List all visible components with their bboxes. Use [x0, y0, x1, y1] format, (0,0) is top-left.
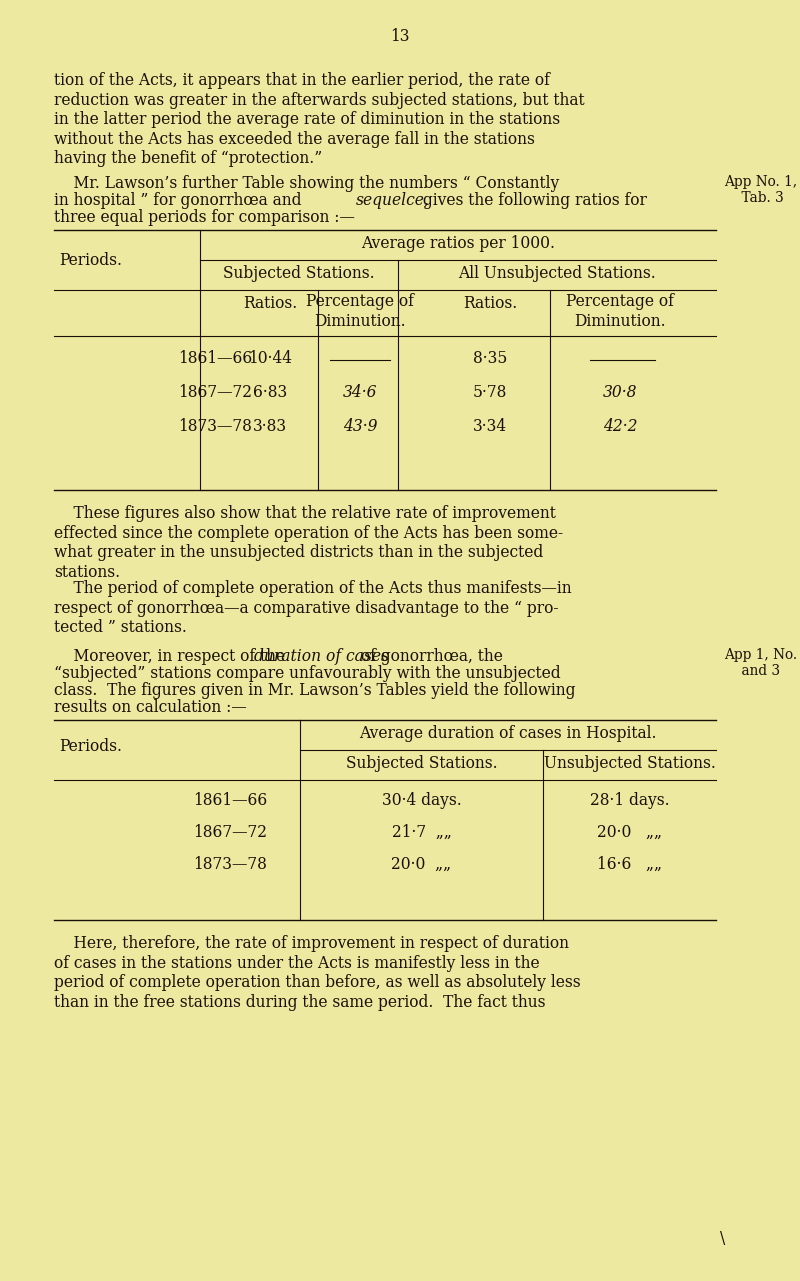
Text: 20·0  „„: 20·0 „„	[391, 856, 451, 872]
Text: Percentage of
Diminution.: Percentage of Diminution.	[566, 293, 674, 329]
Text: in hospital ” for gonorrhœa and: in hospital ” for gonorrhœa and	[54, 192, 306, 209]
Text: 16·6   „„: 16·6 „„	[597, 856, 662, 872]
Text: Average duration of cases in Hospital.: Average duration of cases in Hospital.	[359, 725, 657, 742]
Text: “subjected” stations compare unfavourably with the unsubjected: “subjected” stations compare unfavourabl…	[54, 665, 561, 681]
Text: 8·35: 8·35	[473, 350, 507, 366]
Text: These figures also show that the relative rate of improvement
effected since the: These figures also show that the relativ…	[54, 505, 563, 580]
Text: Unsubjected Stations.: Unsubjected Stations.	[543, 755, 715, 772]
Text: 10·44: 10·44	[248, 350, 292, 366]
Text: 1867—72: 1867—72	[193, 824, 267, 842]
Text: 1861—66: 1861—66	[193, 792, 267, 810]
Text: App No. 1,
    Tab. 3: App No. 1, Tab. 3	[724, 175, 797, 205]
Text: 30·8: 30·8	[602, 384, 638, 401]
Text: Here, therefore, the rate of improvement in respect of duration
of cases in the : Here, therefore, the rate of improvement…	[54, 935, 581, 1011]
Text: Periods.: Periods.	[59, 738, 122, 755]
Text: Subjected Stations.: Subjected Stations.	[346, 755, 498, 772]
Text: tion of the Acts, it appears that in the earlier period, the rate of
reduction w: tion of the Acts, it appears that in the…	[54, 72, 585, 168]
Text: sequelce,: sequelce,	[356, 192, 430, 209]
Text: Periods.: Periods.	[59, 252, 122, 269]
Text: All Unsubjected Stations.: All Unsubjected Stations.	[458, 265, 656, 282]
Text: 20·0   „„: 20·0 „„	[597, 824, 662, 842]
Text: three equal periods for comparison :—: three equal periods for comparison :—	[54, 209, 355, 225]
Text: class.  The figures given in Mr. Lawson’s Tables yield the following: class. The figures given in Mr. Lawson’s…	[54, 681, 575, 699]
Text: \: \	[720, 1230, 726, 1246]
Text: Moreover, in respect of the: Moreover, in respect of the	[54, 648, 290, 665]
Text: 21·7  „„: 21·7 „„	[391, 824, 451, 842]
Text: 5·78: 5·78	[473, 384, 507, 401]
Text: 1873—78: 1873—78	[193, 856, 267, 872]
Text: 6·83: 6·83	[253, 384, 287, 401]
Text: App 1, No. 1
    and 3: App 1, No. 1 and 3	[724, 648, 800, 678]
Text: Subjected Stations.: Subjected Stations.	[223, 265, 375, 282]
Text: 42·2: 42·2	[602, 418, 638, 436]
Text: Ratios.: Ratios.	[243, 295, 297, 313]
Text: gives the following ratios for: gives the following ratios for	[418, 192, 647, 209]
Text: duration of cases: duration of cases	[254, 648, 389, 665]
Text: 3·34: 3·34	[473, 418, 507, 436]
Text: of gonorrhœa, the: of gonorrhœa, the	[356, 648, 503, 665]
Text: 1867—72: 1867—72	[178, 384, 252, 401]
Text: The period of complete operation of the Acts thus manifests—in
respect of gonorr: The period of complete operation of the …	[54, 580, 572, 637]
Text: 34·6: 34·6	[342, 384, 378, 401]
Text: 1873—78: 1873—78	[178, 418, 252, 436]
Text: Mr. Lawson’s further Table showing the numbers “ Constantly: Mr. Lawson’s further Table showing the n…	[54, 175, 559, 192]
Text: 13: 13	[390, 28, 410, 45]
Text: 3·83: 3·83	[253, 418, 287, 436]
Text: Ratios.: Ratios.	[463, 295, 517, 313]
Text: 1861—66: 1861—66	[178, 350, 252, 366]
Text: Average ratios per 1000.: Average ratios per 1000.	[361, 234, 555, 252]
Text: Percentage of
Diminution.: Percentage of Diminution.	[306, 293, 414, 329]
Text: 28·1 days.: 28·1 days.	[590, 792, 670, 810]
Text: 30·4 days.: 30·4 days.	[382, 792, 462, 810]
Text: results on calculation :—: results on calculation :—	[54, 699, 246, 716]
Text: 43·9: 43·9	[342, 418, 378, 436]
